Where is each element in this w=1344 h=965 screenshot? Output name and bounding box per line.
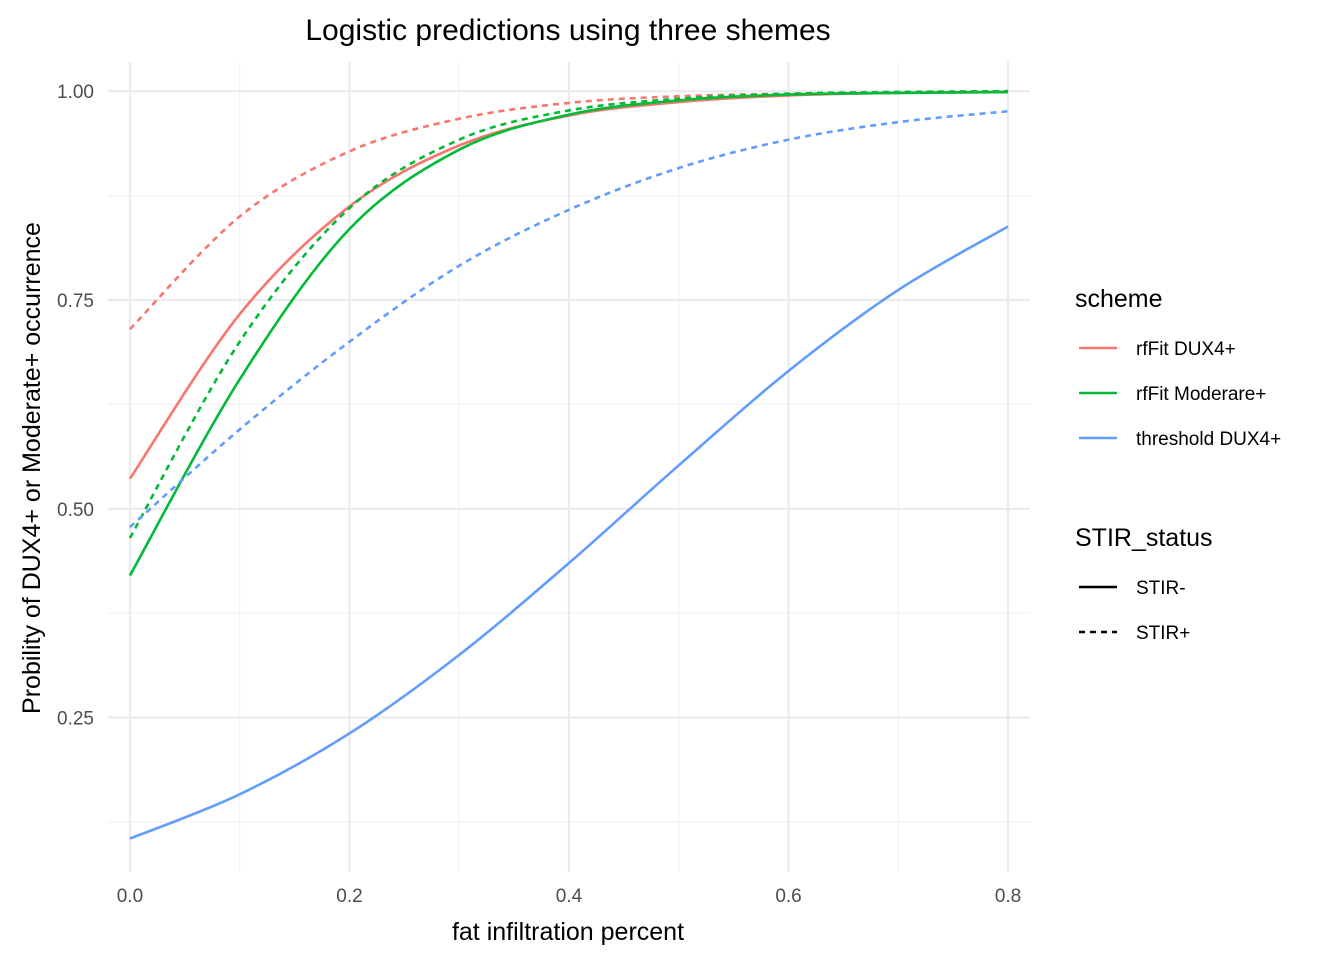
x-tick-label: 0.0 xyxy=(117,886,143,907)
series-line-rffit-moderare-stir xyxy=(128,89,1009,539)
grid-lines xyxy=(108,62,1030,872)
legend-title: STIR_status xyxy=(1075,524,1213,552)
series-lines xyxy=(128,89,1009,840)
series-line-rffit-moderare-stir xyxy=(128,90,1009,577)
series-line-threshold-dux4-stir xyxy=(129,109,1009,529)
legend-label: rfFit Moderare+ xyxy=(1136,384,1266,405)
legend-label: rfFit DUX4+ xyxy=(1136,339,1236,360)
x-tick-label: 0.2 xyxy=(336,886,362,907)
legend-title: scheme xyxy=(1075,285,1163,313)
y-tick-label: 0.25 xyxy=(57,709,94,730)
legend-label: STIR+ xyxy=(1136,623,1190,644)
y-axis-tick-labels: 0.25 0.50 0.75 1.00 xyxy=(57,82,94,729)
y-tick-label: 0.50 xyxy=(57,500,94,521)
x-axis-tick-labels: 0.0 0.2 0.4 0.6 0.8 xyxy=(117,886,1022,907)
legend-label: STIR- xyxy=(1136,578,1186,599)
x-tick-label: 0.8 xyxy=(995,886,1021,907)
chart-title: Logistic predictions using three shemes xyxy=(305,14,830,47)
y-tick-label: 0.75 xyxy=(57,291,94,312)
x-tick-label: 0.4 xyxy=(556,886,583,907)
y-tick-label: 1.00 xyxy=(57,82,94,103)
legend: scheme rfFit DUX4+ rfFit Moderare+ threshol… xyxy=(1075,285,1281,644)
legend-label: threshold DUX4+ xyxy=(1136,429,1281,450)
series-line-rffit-dux4-stir xyxy=(129,89,1009,331)
series-line-threshold-dux4-stir xyxy=(129,225,1009,840)
x-tick-label: 0.6 xyxy=(775,886,801,907)
x-axis-title: fat infiltration percent xyxy=(452,918,684,946)
y-axis-title: Probility of DUX4+ or Moderate+ occurren… xyxy=(18,222,46,714)
